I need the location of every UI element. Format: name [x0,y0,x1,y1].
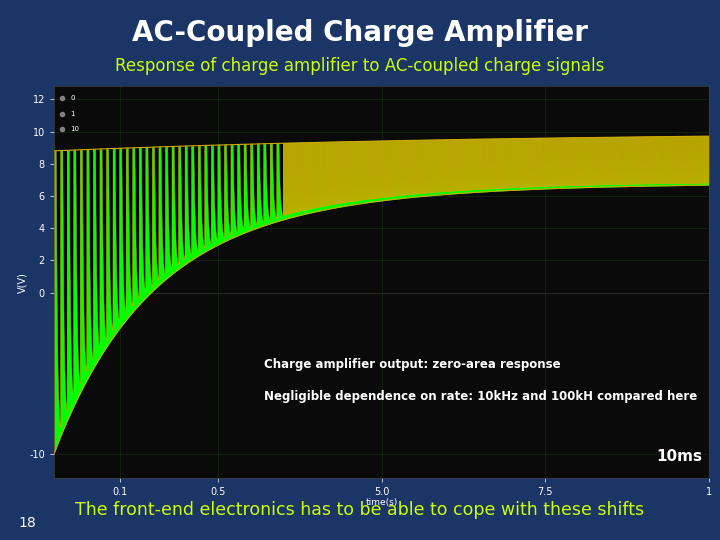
Y-axis label: V(V): V(V) [18,272,28,293]
Text: 10ms: 10ms [657,449,703,464]
Text: AC-Coupled Charge Amplifier: AC-Coupled Charge Amplifier [132,19,588,47]
Text: 10: 10 [71,126,79,132]
Text: The front-end electronics has to be able to cope with these shifts: The front-end electronics has to be able… [76,501,644,519]
Text: Response of charge amplifier to AC-coupled charge signals: Response of charge amplifier to AC-coupl… [115,57,605,75]
Text: Negligible dependence on rate: 10kHz and 100kH compared here: Negligible dependence on rate: 10kHz and… [264,389,697,403]
Text: 0: 0 [71,95,75,101]
Text: 1: 1 [71,111,75,117]
X-axis label: time(s): time(s) [366,498,397,507]
Text: 18: 18 [18,516,36,530]
Text: Charge amplifier output: zero-area response: Charge amplifier output: zero-area respo… [264,358,560,372]
